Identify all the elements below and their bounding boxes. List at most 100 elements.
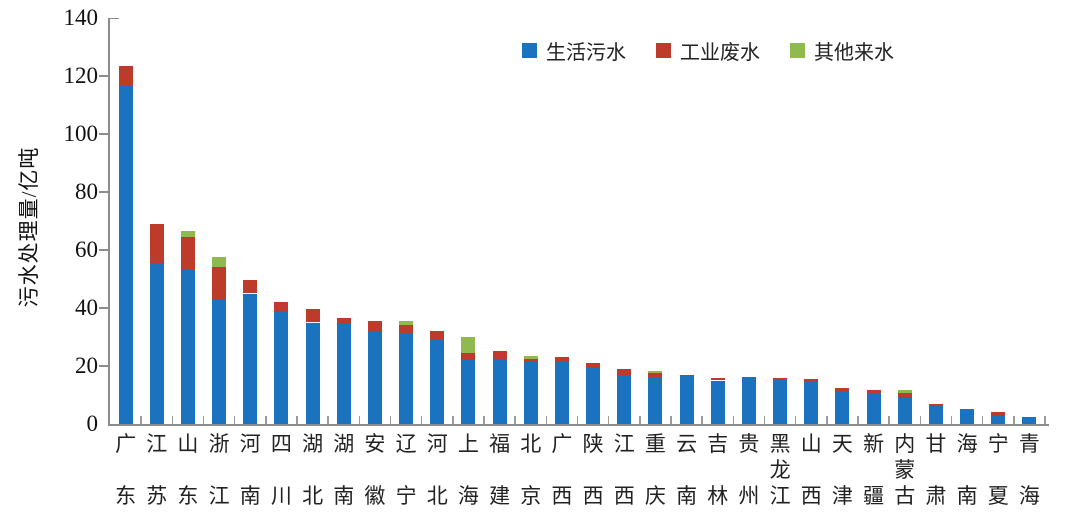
y-tick-label: 140 — [63, 5, 99, 30]
y-tick-label: 100 — [63, 121, 99, 146]
x-category-label-char: 吉 — [707, 432, 729, 456]
bar-segment-山东 — [180, 236, 195, 271]
x-category-label-char: 西 — [582, 484, 604, 508]
bar-segment-辽宁 — [399, 332, 414, 424]
x-category-label: 河北 — [424, 433, 450, 507]
bar-segment-重庆 — [648, 377, 663, 424]
bar-segment-内蒙古 — [897, 397, 912, 424]
bar-segment-天津 — [835, 387, 850, 391]
y-tick-label: 20 — [75, 353, 98, 378]
x-category-label: 吉林 — [705, 433, 731, 507]
x-axis-tick — [1013, 416, 1015, 424]
x-category-label: 河南 — [237, 433, 263, 507]
x-category-label: 青海 — [1016, 433, 1042, 507]
bar-segment-四川 — [274, 302, 289, 311]
x-category-label-char: 海 — [457, 484, 479, 508]
x-axis-tick — [763, 416, 766, 424]
x-axis-tick — [265, 416, 267, 424]
x-category-label: 贵州 — [736, 433, 762, 507]
x-category-label-char: 河 — [239, 432, 261, 456]
x-category-label-char: 湖 — [333, 432, 355, 456]
x-axis-tick — [857, 416, 859, 424]
x-category-label-char: 苏 — [146, 484, 168, 508]
bar-segment-重庆 — [648, 371, 663, 373]
bar-segment-黑龙江 — [773, 378, 788, 380]
x-axis-tick — [545, 416, 548, 424]
x-category-label-char: 四 — [270, 432, 292, 456]
x-category-label-char: 津 — [831, 484, 853, 508]
x-category-label-char: 宁 — [987, 432, 1009, 456]
y-axis-tick — [99, 75, 108, 77]
bar-segment-山西 — [804, 379, 819, 381]
x-category-label-char: 宁 — [395, 484, 417, 508]
x-axis-tick — [296, 416, 298, 424]
x-category-label: 宁夏 — [985, 433, 1011, 507]
x-category-label-char: 建 — [489, 484, 511, 508]
x-category-label-char: 龙 — [769, 458, 791, 482]
x-category-label: 辽宁 — [393, 433, 419, 507]
x-category-label-char: 西 — [800, 484, 822, 508]
x-category-label: 福建 — [487, 433, 513, 507]
x-category-label-char: 山 — [177, 432, 199, 456]
x-axis-tick — [202, 416, 205, 424]
x-axis-tick — [140, 416, 142, 424]
x-category-label-char: 北 — [302, 484, 324, 508]
bar-segment-内蒙古 — [897, 390, 912, 393]
x-category-label-char: 林 — [707, 484, 729, 508]
x-category-label-char: 辽 — [395, 432, 417, 456]
x-axis-tick — [171, 416, 174, 424]
bar-segment-福建 — [492, 350, 507, 359]
bar-segment-湖北 — [305, 309, 320, 323]
bar-segment-内蒙古 — [897, 392, 912, 398]
x-category-label: 浙江 — [206, 433, 232, 507]
x-axis-tick — [607, 416, 610, 424]
x-category-label-char: 安 — [364, 432, 386, 456]
x-category-label-char: 蒙 — [894, 458, 916, 482]
x-axis-tick — [826, 416, 828, 424]
bar-segment-江西 — [617, 368, 632, 375]
bar-segment-贵州 — [741, 377, 756, 379]
y-tick-label: 40 — [75, 295, 98, 320]
y-axis-tick — [99, 307, 108, 309]
y-axis-tick — [99, 133, 108, 135]
x-axis-tick — [732, 416, 735, 424]
bar-segment-新疆 — [866, 392, 881, 424]
x-axis-tick — [514, 416, 516, 424]
x-axis-tick — [420, 416, 423, 424]
bar-segment-陕西 — [586, 362, 601, 368]
y-tick-label: 120 — [63, 63, 99, 88]
legend-swatch-icon — [656, 43, 671, 58]
x-category-label-char: 浙 — [208, 432, 230, 456]
x-category-label: 湖南 — [331, 433, 357, 507]
legend-swatch-icon — [522, 43, 537, 58]
bar-segment-云南 — [679, 375, 694, 377]
x-category-label-char: 庆 — [644, 484, 666, 508]
x-category-label: 江西 — [611, 433, 637, 507]
x-category-label-char: 上 — [457, 432, 479, 456]
x-category-label-char: 广 — [115, 432, 137, 456]
bar-segment-江苏 — [149, 223, 164, 264]
bar-segment-江苏 — [149, 263, 164, 424]
bar-segment-河南 — [243, 280, 258, 294]
bar-segment-广西 — [554, 357, 569, 362]
x-category-label: 云南 — [674, 433, 700, 507]
x-category-label: 重庆 — [642, 433, 668, 507]
bar-segment-新疆 — [866, 390, 881, 393]
bar-segment-湖南 — [336, 318, 351, 324]
bar-segment-山东 — [180, 231, 195, 237]
y-tick-label: 80 — [75, 179, 98, 204]
legend-label: 生活污水 — [546, 42, 626, 64]
x-category-label: 黑龙江 — [767, 433, 793, 507]
x-category-label-char: 云 — [676, 432, 698, 456]
bar-segment-上海 — [461, 360, 476, 424]
y-tick-label: 60 — [75, 237, 98, 262]
x-category-label-char: 广 — [551, 432, 573, 456]
x-axis-tick — [233, 416, 236, 424]
x-axis-tick — [639, 416, 641, 424]
x-category-label: 四川 — [268, 433, 294, 507]
legend-item: 工业废水 — [656, 36, 760, 65]
x-axis-tick — [576, 416, 579, 424]
bar-segment-海南 — [960, 408, 975, 424]
bar-segment-湖南 — [336, 323, 351, 424]
